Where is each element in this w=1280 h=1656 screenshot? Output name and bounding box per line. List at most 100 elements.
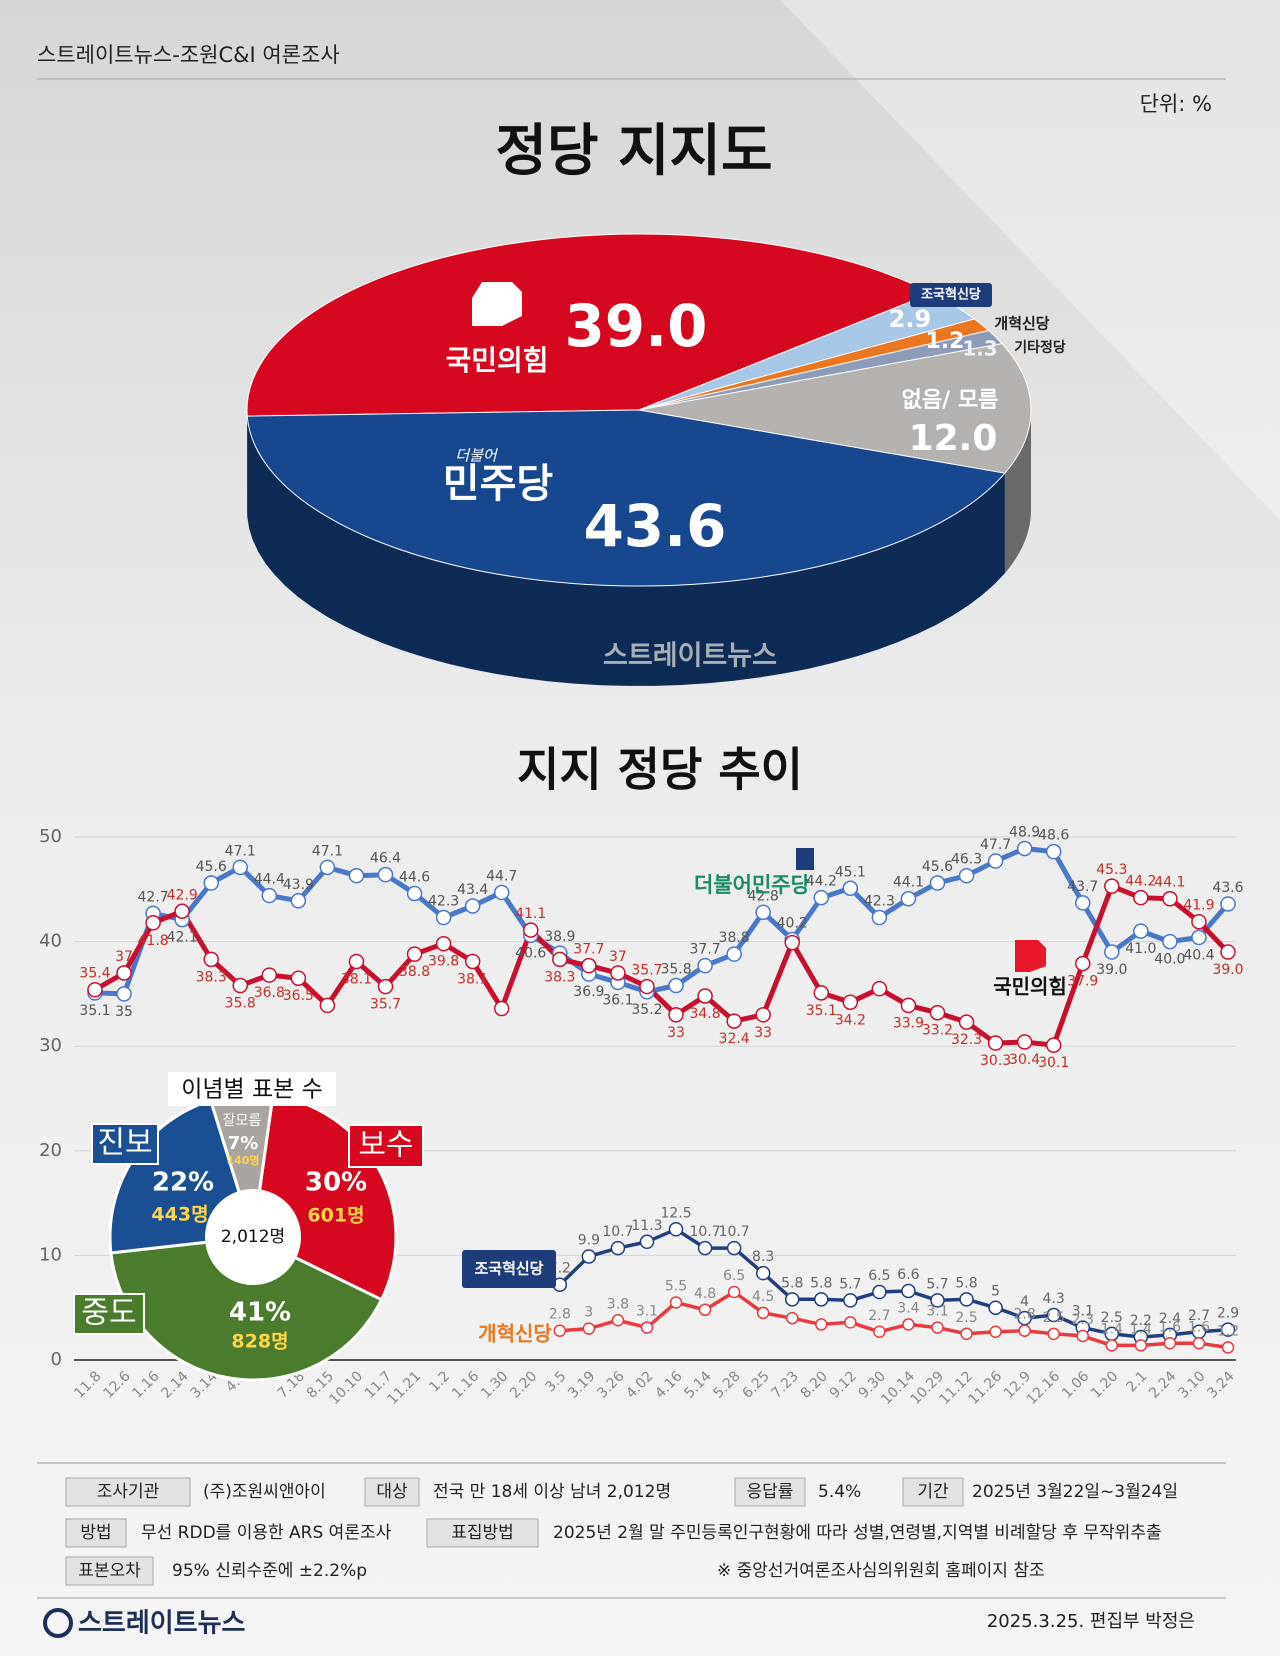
background-accent: [780, 0, 1280, 520]
series-point: [1221, 1341, 1235, 1354]
series-point: [348, 953, 365, 970]
data-label: 2.8: [1014, 1307, 1036, 1323]
series-point: [987, 853, 1004, 869]
data-label: 43.4: [457, 882, 488, 898]
data-label: 1.2: [1217, 1323, 1239, 1339]
series-point: [872, 1284, 887, 1300]
data-label: 5.8: [781, 1275, 803, 1291]
pie-slice: [246, 233, 934, 417]
field-value: 2025년 2월 말 주민등록인구현황에 따라 성별,연령별,지역별 비례할당 …: [553, 1523, 1162, 1543]
data-label: 5.7: [839, 1276, 861, 1292]
legend-label: 조국혁신당: [474, 1260, 543, 1278]
series-point: [493, 1000, 510, 1017]
slice-value: 12.0: [909, 418, 998, 459]
data-label: 3.1: [926, 1304, 948, 1320]
series-point: [145, 915, 161, 931]
data-label: 37.9: [1067, 974, 1098, 990]
series-point: [813, 985, 830, 1001]
watermark: 스트레이트뉴스: [603, 641, 777, 672]
series-point: [988, 1300, 1003, 1315]
data-label: 40.2: [777, 916, 808, 932]
data-label: 2.3: [1072, 1312, 1094, 1328]
slice-name: 개혁신당: [994, 315, 1049, 333]
series-point: [727, 1285, 741, 1299]
footer-note: ※ 중앙선거여론조사심의위원회 홈페이지 참조: [717, 1561, 1045, 1581]
series-point: [668, 1007, 684, 1023]
series-point: [697, 988, 713, 1004]
pie-slice-side: [247, 416, 1005, 686]
series-point: [203, 951, 219, 968]
data-label: 5.5: [665, 1278, 687, 1294]
series-point: [1045, 1037, 1062, 1053]
data-label: 37: [115, 949, 133, 965]
data-label: 38.1: [457, 971, 488, 987]
series-point: [843, 1293, 858, 1308]
ideology-tag: [348, 1124, 424, 1168]
data-label: 12.5: [660, 1205, 691, 1221]
party-tag: [910, 283, 992, 307]
donut-title: 이념별 표본 수: [181, 1077, 323, 1103]
credit: 2025.3.25. 편집부 박정은: [987, 1611, 1195, 1632]
data-label: 1.4: [1130, 1321, 1152, 1337]
series-point: [1046, 1307, 1061, 1323]
series-point: [813, 889, 830, 906]
ideology-percent: 22%: [152, 1168, 214, 1198]
party-icon: [472, 282, 522, 326]
data-label: 10.7: [602, 1224, 633, 1240]
series-point: [959, 1292, 974, 1307]
data-label: 45.6: [196, 859, 227, 875]
series-point: [842, 880, 859, 897]
series-point: [464, 953, 481, 970]
field-value: (주)조원씨앤아이: [203, 1482, 326, 1502]
data-label: 6.5: [723, 1268, 745, 1284]
data-label: 1.6: [1188, 1319, 1210, 1335]
data-label: 10.7: [689, 1224, 720, 1240]
data-label: 35.1: [806, 1003, 837, 1019]
series-point: [582, 1322, 596, 1335]
series-point: [552, 951, 568, 968]
ideology-count: 601명: [307, 1205, 364, 1227]
ideology-name: 중도: [81, 1296, 136, 1331]
data-label: 38.8: [399, 964, 430, 980]
data-label: 36.1: [602, 992, 633, 1008]
data-label: 42.9: [167, 887, 198, 903]
slice-name: 기타정당: [1014, 339, 1066, 356]
data-label: 37.7: [689, 942, 720, 958]
data-label: 4.3: [1043, 1291, 1065, 1307]
data-label: 45.1: [835, 864, 866, 880]
data-label: 44.2: [1125, 874, 1156, 890]
legend-label: 더불어민주당: [694, 873, 810, 897]
series-point: [668, 1222, 684, 1237]
data-label: 39.0: [1096, 962, 1127, 978]
series-point: [756, 1306, 770, 1320]
data-label: 35.7: [631, 963, 662, 979]
series-point: [406, 885, 423, 902]
data-label: 38.9: [544, 929, 575, 945]
series-point: [116, 965, 132, 981]
field-label-box: [734, 1477, 806, 1507]
data-label: 4.5: [752, 1289, 774, 1305]
series-point: [1162, 890, 1178, 907]
data-label: 40.6: [515, 945, 546, 961]
data-label: 41.8: [138, 933, 169, 949]
slice-name-prefix: 더불어: [455, 447, 499, 465]
series-point: [523, 922, 539, 938]
ideology-percent: 7%: [228, 1133, 259, 1154]
series-point: [873, 1325, 886, 1339]
y-tick-label: 40: [39, 931, 62, 952]
ideology-name: 진보: [97, 1126, 152, 1161]
data-label: 6.6: [897, 1267, 919, 1283]
field-label: 조사기관: [97, 1482, 160, 1502]
unit: 단위: %: [1140, 92, 1212, 116]
y-tick-label: 50: [39, 826, 62, 847]
series-point: [232, 977, 249, 994]
data-label: 44.4: [254, 872, 285, 888]
series-point: [319, 859, 336, 876]
series-point: [87, 981, 103, 998]
series-point: [174, 903, 190, 920]
series-point: [610, 1240, 626, 1256]
data-label: 11.3: [631, 1218, 662, 1234]
field-value: 2025년 3월22일~3월24일: [972, 1482, 1178, 1502]
